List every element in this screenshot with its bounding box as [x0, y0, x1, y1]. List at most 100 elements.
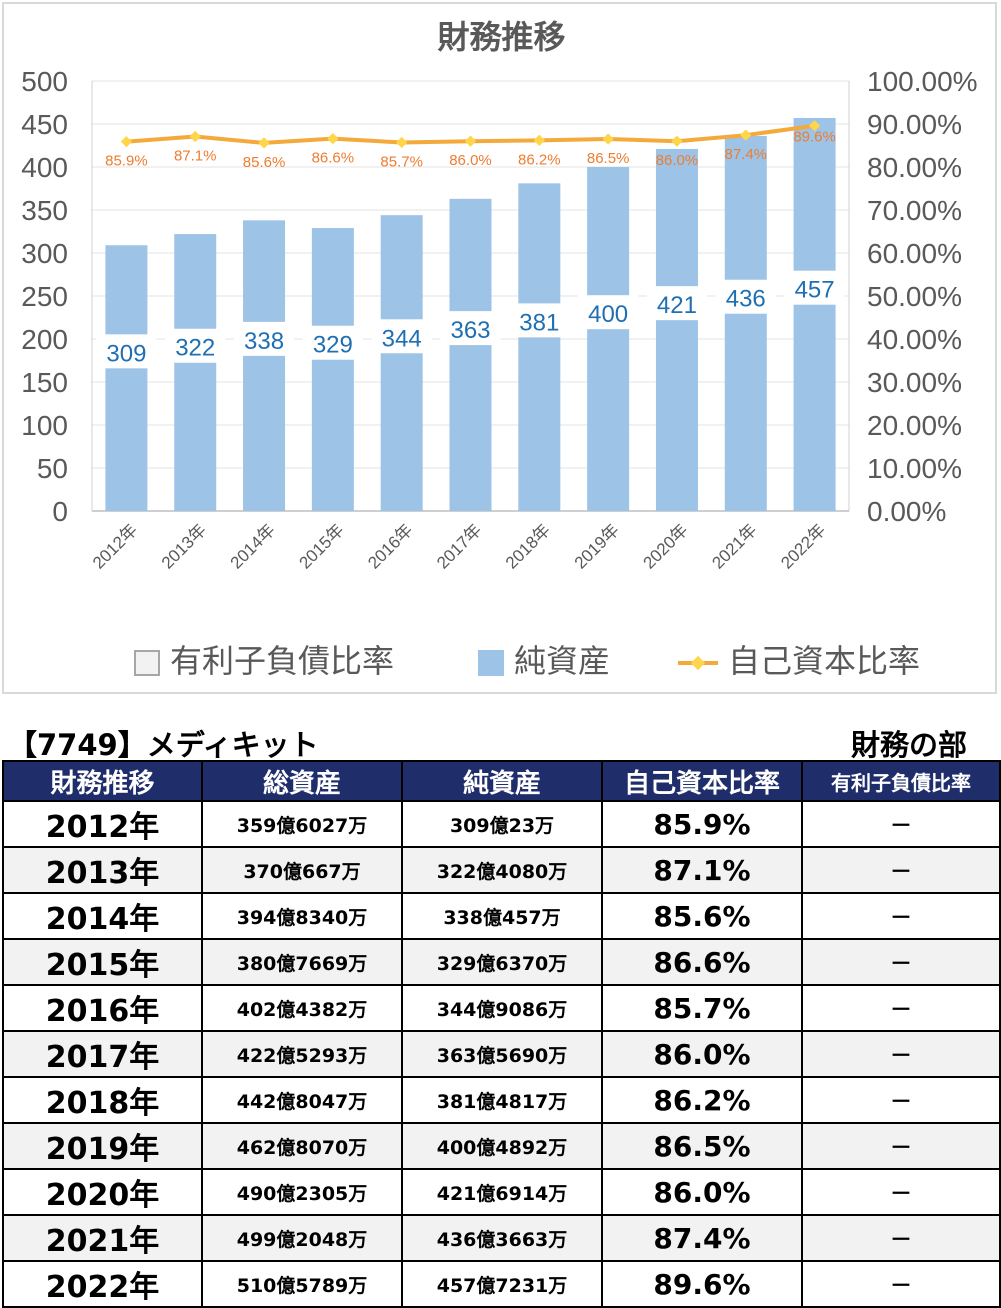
bar-net-assets: [518, 183, 561, 511]
cell-equity-ratio: 85.9%: [601, 800, 803, 848]
cell-net-assets: 421億6914万: [401, 1168, 603, 1216]
financial-table: 財務推移 総資産 純資産 自己資本比率 有利子負債比率 2012年 359億602…: [2, 760, 1001, 1308]
bar-net-assets: [311, 228, 354, 511]
table-row: 2014年 394億8340万 338億457万 85.6% －: [2, 892, 1001, 940]
cell-net-assets: 457億7231万: [401, 1260, 603, 1308]
cell-total-assets: 370億667万: [201, 846, 403, 894]
cell-debt-ratio: －: [801, 1122, 1001, 1170]
header-equity-ratio: 自己資本比率: [601, 760, 803, 802]
cell-year: 2012年: [2, 800, 203, 848]
x-tick-label: 2012年: [89, 520, 141, 572]
y-tick-label: 500: [21, 66, 68, 97]
cell-net-assets: 329億6370万: [401, 938, 603, 986]
legend-item-equity-ratio: 自己資本比率: [678, 636, 920, 682]
line-point-equity-ratio: [464, 135, 477, 147]
y2-tick-label: 0.00%: [867, 496, 946, 527]
bar-net-assets: [449, 198, 492, 511]
cell-equity-ratio: 86.2%: [601, 1076, 803, 1124]
cell-debt-ratio: －: [801, 984, 1001, 1032]
cell-total-assets: 462億8070万: [201, 1122, 403, 1170]
y-tick-label: 400: [21, 152, 68, 183]
cell-net-assets: 344億9086万: [401, 984, 603, 1032]
line-value-label: 85.7%: [380, 153, 423, 170]
cell-total-assets: 422億5293万: [201, 1030, 403, 1078]
line-value-label: 89.6%: [793, 129, 836, 146]
y-tick-label: 450: [21, 109, 68, 140]
line-value-label: 87.4%: [724, 146, 767, 163]
cell-year: 2018年: [2, 1076, 203, 1124]
line-value-label: 86.2%: [518, 151, 561, 168]
line-value-label: 85.6%: [243, 154, 286, 171]
bar-label-bg: [509, 303, 570, 338]
cell-equity-ratio: 89.6%: [601, 1260, 803, 1308]
cell-year: 2019年: [2, 1122, 203, 1170]
x-tick-label: 2016年: [364, 520, 416, 572]
bar-value-label: 421: [657, 292, 697, 319]
line-value-label: 85.9%: [105, 153, 148, 170]
bar-net-assets: [655, 148, 698, 511]
cell-net-assets: 338億457万: [401, 892, 603, 940]
y-tick-label: 50: [37, 453, 68, 484]
line-value-label: 86.6%: [312, 150, 355, 167]
cell-equity-ratio: 86.5%: [601, 1122, 803, 1170]
cell-total-assets: 490億2305万: [201, 1168, 403, 1216]
y2-tick-label: 40.00%: [867, 324, 962, 355]
table-row: 2012年 359億6027万 309億23万 85.9% －: [2, 800, 1001, 848]
cell-equity-ratio: 86.0%: [601, 1030, 803, 1078]
y-tick-label: 100: [21, 410, 68, 441]
bar-net-assets: [174, 234, 217, 511]
bar-value-label: 363: [450, 317, 490, 344]
line-point-equity-ratio: [602, 133, 614, 145]
company-heading: 【7749】メディキット: [8, 728, 319, 762]
x-tick-label: 2018年: [502, 520, 554, 572]
line-point-equity-ratio: [533, 134, 545, 146]
y-tick-label: 0: [52, 496, 68, 527]
line-point-equity-ratio: [189, 130, 201, 143]
chart-plot: 0 50 100 150 200 250 300 350 400 450 500 0.00% 10.00…: [21, 66, 977, 573]
cell-total-assets: 394億8340万: [201, 892, 403, 940]
bar-label-bg: [578, 295, 639, 330]
y-tick-label: 350: [21, 195, 68, 226]
legend-item-debt-ratio: 有利子負債比率: [134, 636, 394, 682]
bar-value-label: 436: [726, 286, 766, 313]
table-row: 2016年 402億4382万 344億9086万 85.7% －: [2, 984, 1001, 1032]
bar-label-bg: [715, 279, 776, 314]
cell-net-assets: 309億23万: [401, 800, 603, 848]
table-row: 2019年 462億8070万 400億4892万 86.5% －: [2, 1122, 1001, 1170]
y2-tick-label: 70.00%: [867, 195, 962, 226]
bar-value-label: 322: [175, 335, 215, 362]
x-tick-label: 2021年: [708, 520, 760, 572]
x-tick-label: 2019年: [571, 520, 623, 572]
legend-swatch-equity-ratio: [678, 650, 718, 676]
line-point-equity-ratio: [120, 135, 133, 148]
bar-value-label: 381: [519, 309, 559, 336]
cell-total-assets: 380億7669万: [201, 938, 403, 986]
y2-tick-label: 30.00%: [867, 367, 962, 398]
chart-title: 財務推移: [437, 18, 566, 56]
y-tick-label: 300: [21, 238, 68, 269]
line-value-label: 87.1%: [174, 147, 217, 164]
x-tick-label: 2014年: [227, 520, 279, 572]
bar-value-label: 457: [795, 277, 835, 304]
cell-debt-ratio: －: [801, 1168, 1001, 1216]
bar-label-bg: [234, 321, 295, 356]
cell-debt-ratio: －: [801, 938, 1001, 986]
x-tick-label: 2020年: [640, 520, 692, 572]
chart-panel: 財務推移 0 50 100 150 200 250 300 350 400 450 500 0.00%…: [2, 2, 997, 694]
cell-total-assets: 402億4382万: [201, 984, 403, 1032]
bar-value-label: 329: [313, 332, 353, 359]
bar-net-assets: [724, 136, 767, 512]
bar-label-bg: [302, 325, 363, 360]
header-total-assets: 総資産: [201, 760, 403, 802]
table-row: 2017年 422億5293万 363億5690万 86.0% －: [2, 1030, 1001, 1078]
cell-equity-ratio: 85.7%: [601, 984, 803, 1032]
cell-total-assets: 510億5789万: [201, 1260, 403, 1308]
section-heading: 財務の部: [850, 728, 967, 762]
bar-net-assets: [793, 117, 836, 511]
bar-label-bg: [371, 319, 432, 354]
y2-tick-label: 90.00%: [867, 109, 962, 140]
bar-net-assets: [587, 167, 630, 511]
x-tick-label: 2022年: [777, 520, 829, 572]
cell-equity-ratio: 85.6%: [601, 892, 803, 940]
table-row: 2018年 442億8047万 381億4817万 86.2% －: [2, 1076, 1001, 1124]
